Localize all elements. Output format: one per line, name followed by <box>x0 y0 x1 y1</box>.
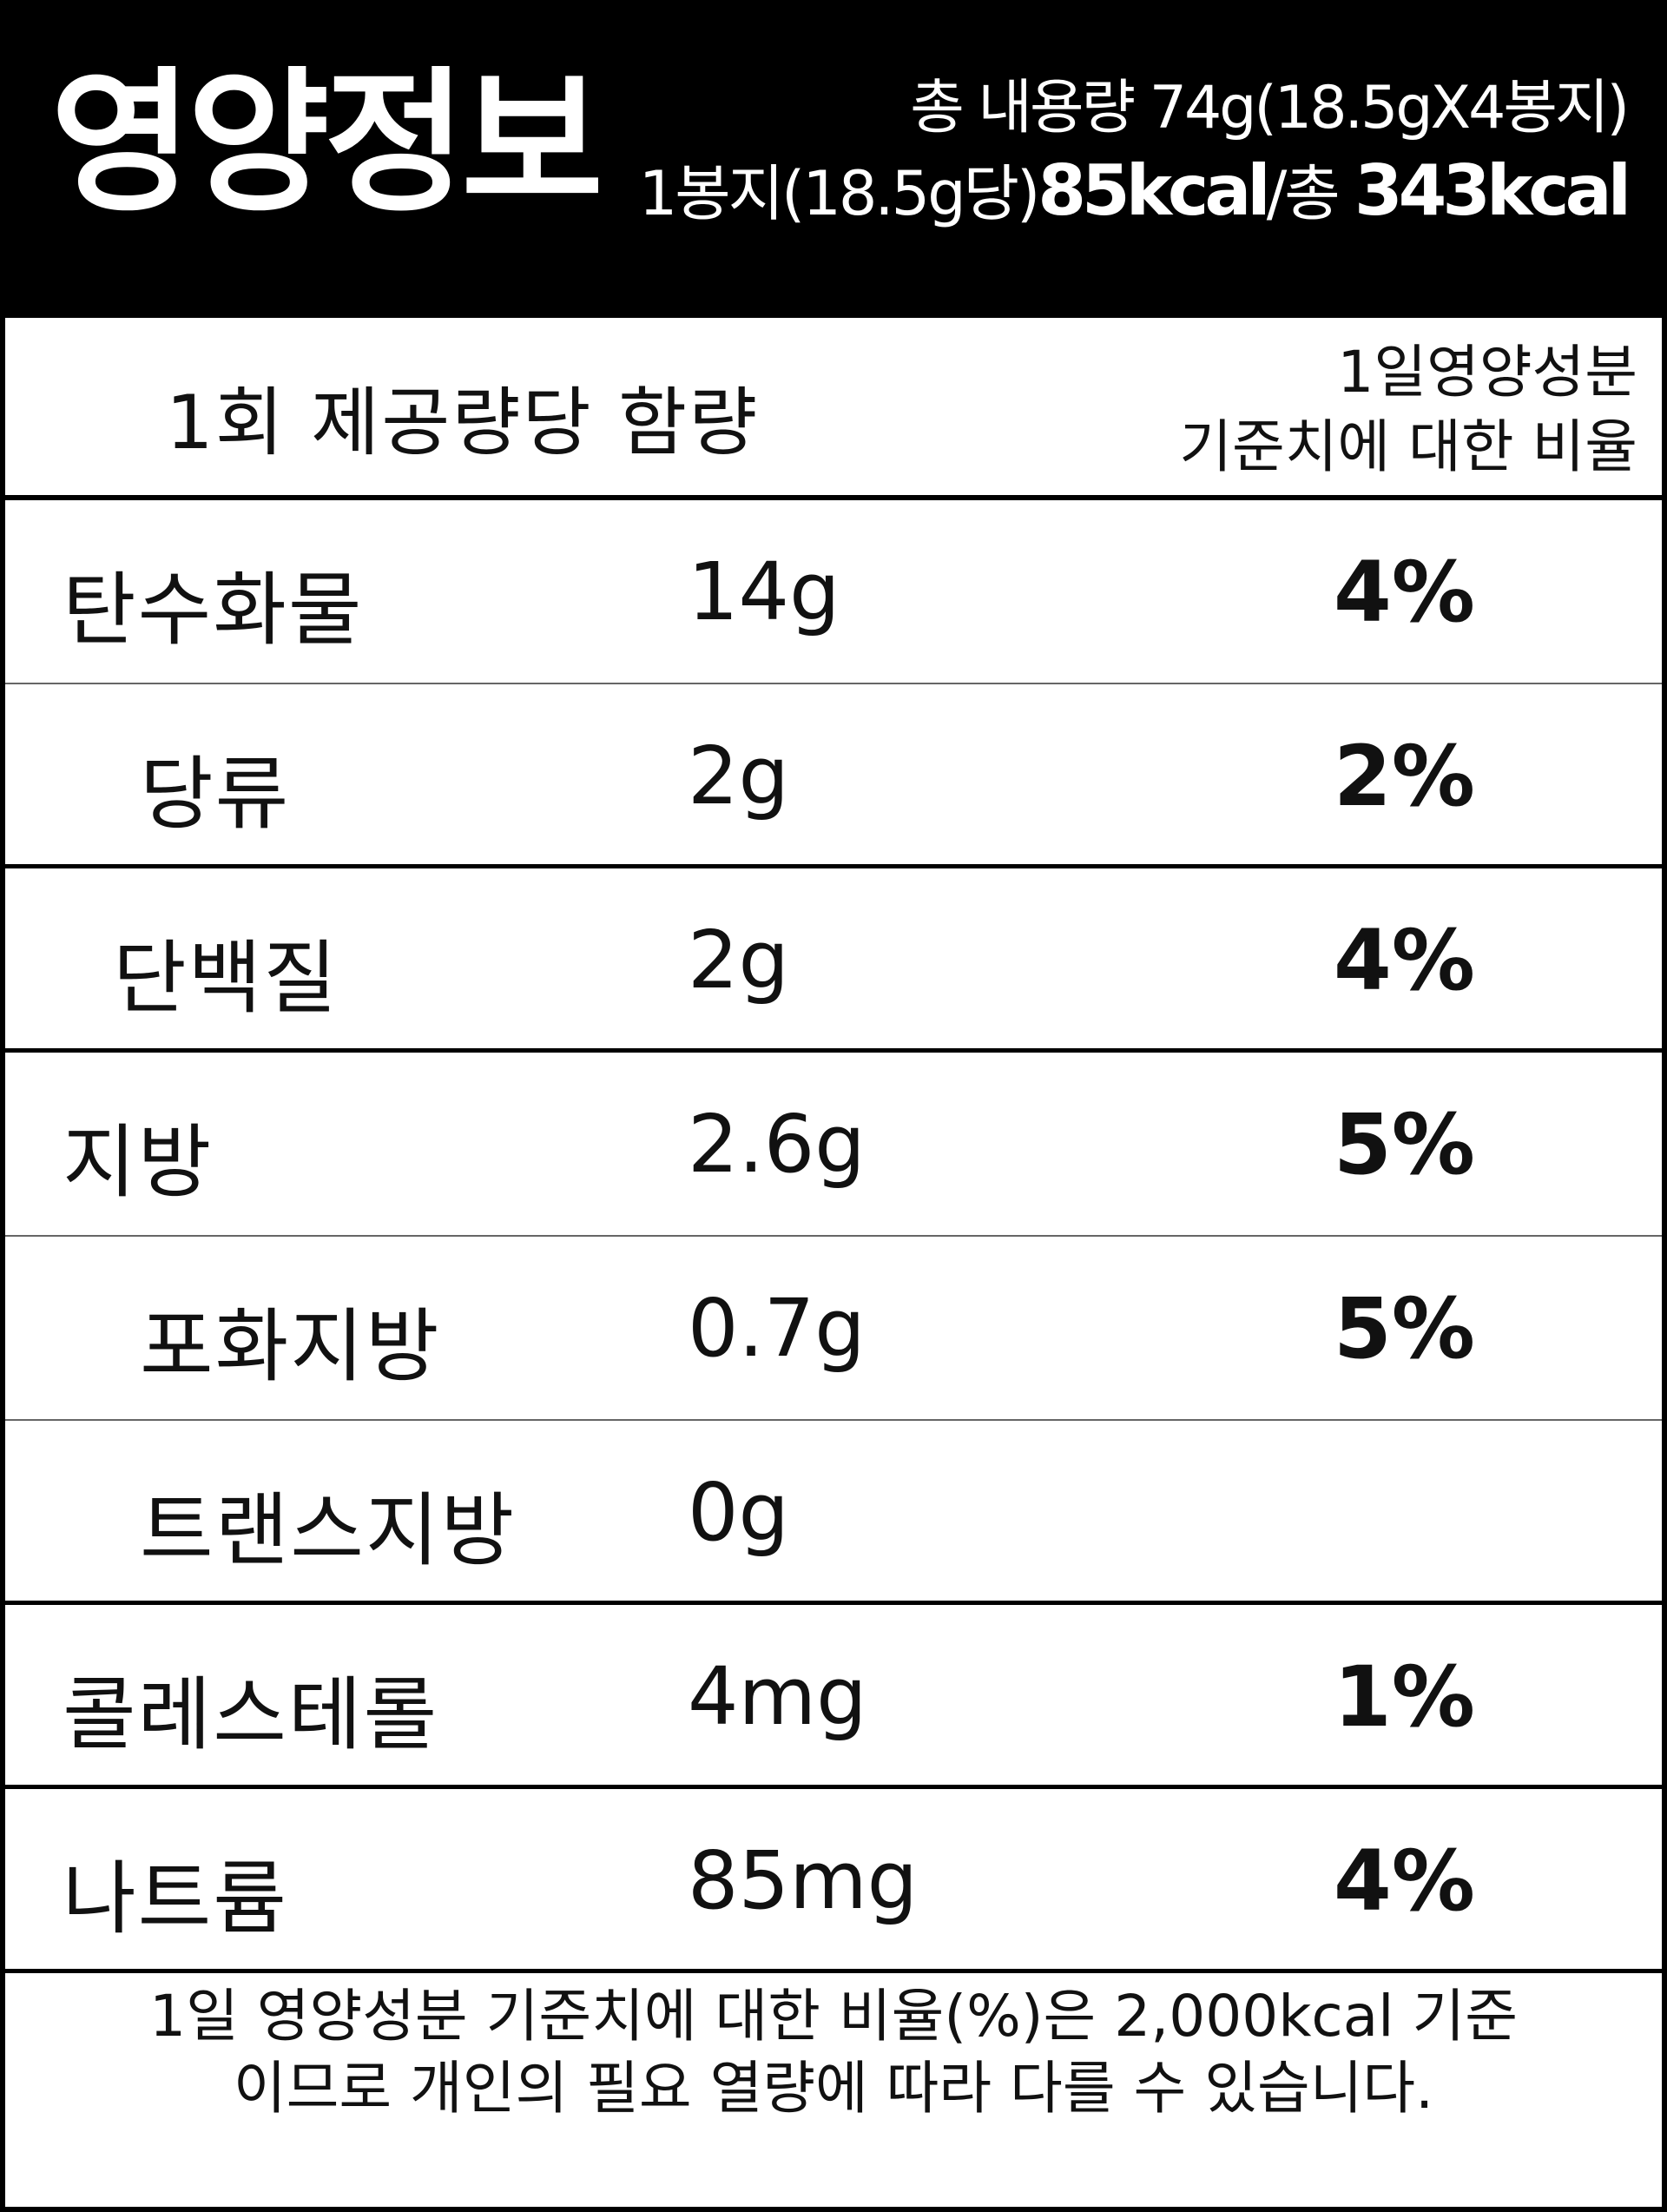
per-pack-label: 1봉지(18.5g당) <box>638 158 1041 230</box>
table-row: 탄수화물 14g 4% <box>5 500 1662 684</box>
footnote-line2: 이므로 개인의 필요 열량에 따라 다를 수 있습니다. <box>233 2054 1434 2122</box>
nutrient-name: 포화지방 <box>140 1300 441 1393</box>
table-row: 포화지방 0.7g 5% <box>5 1237 1662 1421</box>
total-label: /총 <box>1266 158 1354 230</box>
per-serving-heading: 1회 제공량당 함량 <box>166 380 760 466</box>
column-header: 1회 제공량당 함량 1일영양성분 기준치에 대한 비율 <box>5 318 1662 500</box>
table-row: 당류 2g 2% <box>5 684 1662 868</box>
nutrient-percent: 4% <box>1334 1832 1475 1930</box>
total-content: 총 내용량 74g(18.5gX4봉지) <box>910 74 1630 142</box>
table-row: 지방 2.6g 5% <box>5 1053 1662 1237</box>
nutrient-name: 탄수화물 <box>63 564 364 657</box>
daily-value-heading-line1: 1일영양성분 <box>1337 339 1637 406</box>
nutrient-amount: 0g <box>688 1466 789 1559</box>
nutrient-amount: 4mg <box>688 1650 867 1743</box>
table-row: 트랜스지방 0g <box>5 1421 1662 1605</box>
table-row: 나트륨 85mg 4% <box>5 1789 1662 1973</box>
nutrient-percent: 5% <box>1334 1096 1475 1193</box>
table-row: 콜레스테롤 4mg 1% <box>5 1605 1662 1789</box>
nutrient-percent: 1% <box>1334 1648 1475 1746</box>
nutrient-amount: 2.6g <box>688 1098 866 1191</box>
nutrient-table: 탄수화물 14g 4% 당류 2g 2% 단백질 2g 4% 지방 2.6g 5… <box>5 500 1662 1973</box>
footnote-line1: 1일 영양성분 기준치에 대한 비율(%)은 2,000kcal 기준 <box>149 1983 1518 2050</box>
nutrient-name: 나트륨 <box>63 1852 288 1945</box>
nutrient-name: 지방 <box>63 1116 214 1209</box>
calorie-info: 1봉지(18.5g당)85kcal/총 343kcal <box>638 150 1631 232</box>
nutrient-amount: 0.7g <box>688 1282 866 1375</box>
nutrient-name: 당류 <box>140 748 291 841</box>
nutrient-amount: 2g <box>688 730 789 822</box>
nutrient-percent: 2% <box>1334 728 1475 825</box>
daily-value-heading-line2: 기준치에 대한 비율 <box>1179 413 1637 480</box>
nutrient-percent: 5% <box>1334 1280 1475 1377</box>
nutrient-percent: 4% <box>1334 544 1475 641</box>
nutrient-name: 단백질 <box>113 932 339 1025</box>
nutrient-name: 콜레스테롤 <box>63 1668 439 1761</box>
package-info: 총 내용량 74g(18.5gX4봉지) 1봉지(18.5g당)85kcal/총… <box>638 74 1631 232</box>
nutrient-amount: 85mg <box>688 1834 919 1927</box>
nutrient-amount: 2g <box>688 914 789 1007</box>
header-bar: 영양정보 총 내용량 74g(18.5gX4봉지) 1봉지(18.5g당)85k… <box>5 5 1662 318</box>
footnote: 1일 영양성분 기준치에 대한 비율(%)은 2,000kcal 기준 이므로 … <box>5 1981 1662 2124</box>
nutrient-percent: 4% <box>1334 912 1475 1009</box>
page-title: 영양정보 <box>50 53 603 233</box>
daily-value-heading: 1일영양성분 기준치에 대한 비율 <box>1179 335 1637 485</box>
table-row: 단백질 2g 4% <box>5 868 1662 1053</box>
nutrient-amount: 14g <box>688 545 840 638</box>
nutrient-name: 트랜스지방 <box>140 1484 517 1577</box>
per-pack-kcal: 85kcal <box>1038 150 1270 232</box>
total-kcal: 343kcal <box>1354 150 1631 232</box>
